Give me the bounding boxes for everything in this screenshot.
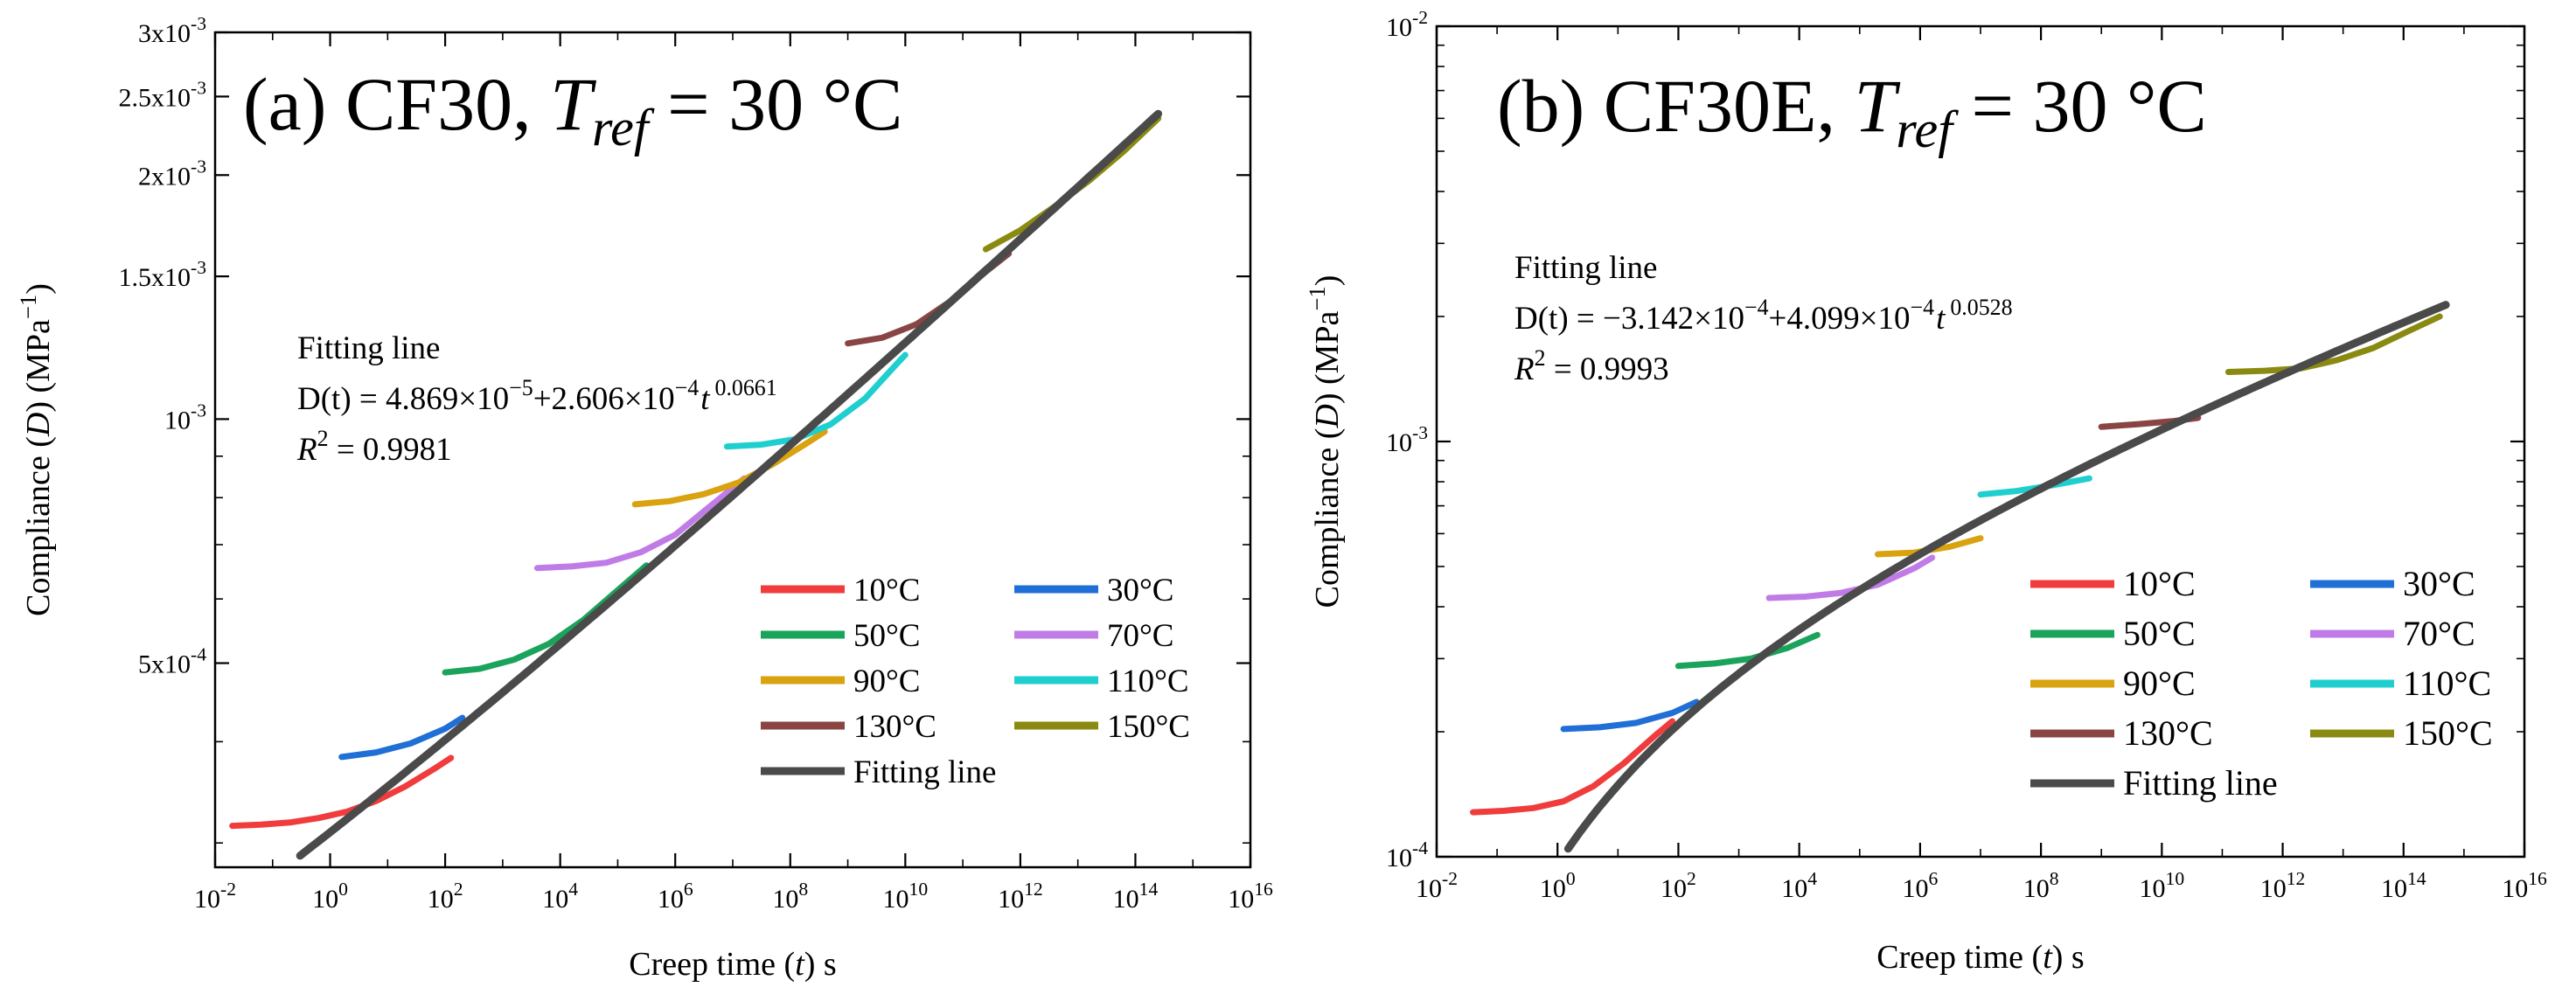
x-tick-label: 1012 xyxy=(2260,868,2306,903)
legend-label: 10°C xyxy=(853,573,920,608)
legend-label: 110°C xyxy=(1107,664,1189,699)
x-tick-label: 1016 xyxy=(2502,868,2547,903)
x-tick-label: 1010 xyxy=(883,879,929,914)
y-tick-label: 10-3 xyxy=(1386,422,1428,457)
legend-label: 150°C xyxy=(2403,713,2493,753)
legend-label: 50°C xyxy=(2123,614,2196,653)
y-tick-label: 2.5x10-3 xyxy=(119,77,207,112)
y-tick-label: 2x10-3 xyxy=(138,156,206,191)
legend-label: Fitting line xyxy=(2123,763,2278,803)
legend-label: 70°C xyxy=(1107,618,1173,654)
x-tick-label: 106 xyxy=(658,879,693,914)
x-tick-label: 1010 xyxy=(2140,868,2185,903)
y-tick-label: 10-4 xyxy=(1386,838,1428,872)
legend-label: 70°C xyxy=(2403,614,2475,653)
x-tick-label: 102 xyxy=(428,879,463,914)
chart-panel-b: 10-2 100 102 104 106 108 1010 1012 1014 101610-41… xyxy=(1304,7,2547,976)
x-tick-label: 10-2 xyxy=(1416,868,1458,903)
legend-label: 90°C xyxy=(2123,664,2196,703)
y-tick-label: 3x10-3 xyxy=(138,13,206,48)
fitting-line xyxy=(296,109,1163,860)
series-line-90°C xyxy=(631,428,828,508)
legend-label: 150°C xyxy=(1107,709,1190,745)
legend-label: 10°C xyxy=(2123,564,2196,603)
legend-label: 30°C xyxy=(1107,573,1173,608)
series-line-150°C xyxy=(2224,313,2443,375)
legend-label: 110°C xyxy=(2403,664,2491,703)
legend: 10°C 30°C 50°C 70°C 90°C 110°C 130°C 150°C Fitti… xyxy=(761,573,1190,790)
chart-title: (b) CF30E, Tref = 30 °C xyxy=(1497,64,2207,159)
fit-r-squared: R2 = 0.9981 xyxy=(296,426,452,468)
y-tick-label: 10-2 xyxy=(1386,7,1428,42)
fitting-line xyxy=(1563,301,2450,853)
x-tick-label: 108 xyxy=(2023,868,2059,903)
legend: 10°C 30°C 50°C 70°C 90°C 110°C 130°C 150°C Fitti… xyxy=(2030,564,2493,803)
x-tick-label: 102 xyxy=(1660,868,1696,903)
x-tick-label: 106 xyxy=(1902,868,1938,903)
legend-label: 50°C xyxy=(853,618,920,654)
data-layer xyxy=(229,109,1163,860)
fit-heading: Fitting line xyxy=(297,330,440,366)
fit-equation: D(t) = −3.142×10−4+4.099×10−4t 0.0528 xyxy=(1514,295,2013,337)
legend-label: 90°C xyxy=(853,664,920,699)
series-line-30°C xyxy=(338,714,466,761)
series-line-70°C xyxy=(533,475,748,572)
x-tick-label: 104 xyxy=(542,879,578,914)
x-tick-label: 1014 xyxy=(2381,868,2426,903)
y-tick-label: 10-3 xyxy=(164,400,206,434)
chart-title: (a) CF30, Tref = 30 °C xyxy=(243,62,902,157)
fit-heading: Fitting line xyxy=(1514,250,1657,286)
series-line-10°C xyxy=(229,754,455,830)
legend-label: 130°C xyxy=(2123,713,2213,753)
chart-panel-a: 10-2 100 102 104 106 108 1010 1012 1014 1016 5x10-… xyxy=(15,13,1273,983)
data-layer xyxy=(1470,301,2450,853)
series-line-50°C xyxy=(1674,631,1821,670)
legend-label: 30°C xyxy=(2403,564,2475,603)
fit-r-squared: R2 = 0.9993 xyxy=(1514,345,1669,387)
fit-equation: D(t) = 4.869×10−5+2.606×10−4t 0.0661 xyxy=(297,375,777,417)
legend-label: Fitting line xyxy=(853,754,996,790)
x-tick-label: 108 xyxy=(772,879,808,914)
y-axis-label: Compliance (D) (MPa−1) xyxy=(1304,275,1346,608)
x-tick-label: 1016 xyxy=(1228,879,1273,914)
series-line-30°C xyxy=(1560,699,1700,733)
x-tick-label: 1014 xyxy=(1113,879,1159,914)
y-tick-label: 1.5x10-3 xyxy=(119,257,207,292)
x-tick-label: 104 xyxy=(1781,868,1817,903)
x-tick-label: 100 xyxy=(312,879,348,914)
series-line-110°C xyxy=(723,351,909,450)
x-axis-label: Creep time (t) s xyxy=(629,946,836,983)
legend-label: 130°C xyxy=(853,709,936,745)
x-tick-label: 10-2 xyxy=(194,879,236,914)
y-axis-label: Compliance (D) (MPa−1) xyxy=(15,283,57,616)
series-line-10°C xyxy=(1470,718,1675,816)
x-tick-label: 1012 xyxy=(998,879,1043,914)
y-tick-label: 5x10-4 xyxy=(138,644,206,679)
x-axis-label: Creep time (t) s xyxy=(1876,939,2084,976)
x-tick-label: 100 xyxy=(1540,868,1576,903)
